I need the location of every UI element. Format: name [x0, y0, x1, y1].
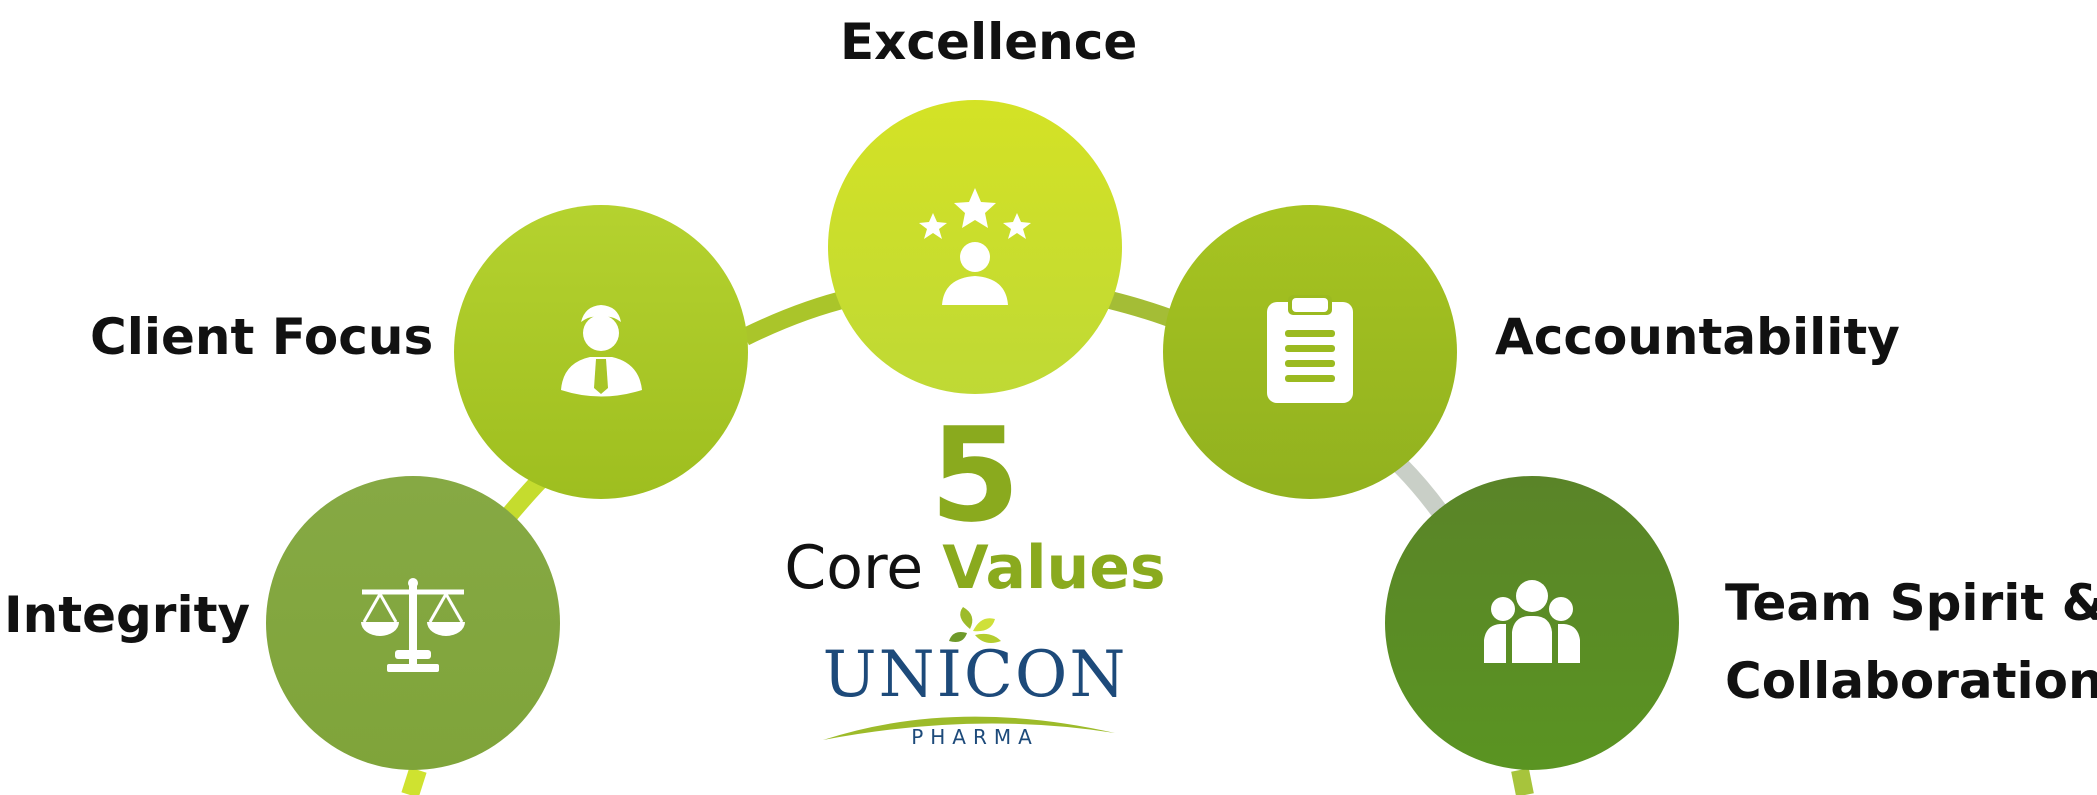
group-of-people-icon — [1484, 580, 1580, 663]
arc-segment-bottom-left — [401, 767, 427, 795]
arc-segment-upper-left — [741, 289, 853, 346]
team-spirit-label: Team Spirit & Collaboration — [1725, 565, 2097, 720]
accountability-node — [1163, 205, 1457, 499]
person-with-stars-icon — [919, 188, 1031, 305]
client-focus-circle — [454, 205, 748, 499]
clipboard-icon — [1267, 295, 1353, 403]
integrity-label: Integrity — [4, 586, 251, 644]
core-values-title: Core Values — [740, 538, 1210, 598]
unicon-pharma-logo: UNICON PHARMA — [815, 605, 1135, 755]
integrity-node — [266, 476, 560, 770]
accountability-label: Accountability — [1495, 308, 1900, 366]
team-spirit-label-line-2: Collaboration — [1725, 651, 2097, 710]
logo-subtitle: PHARMA — [911, 725, 1039, 749]
scales-of-justice-icon — [361, 578, 465, 672]
excellence-node — [828, 100, 1122, 394]
businessman-icon — [561, 305, 642, 397]
team-spirit-label-line-1: Team Spirit & — [1725, 574, 2097, 632]
core-values-title-word-2: Values — [942, 533, 1166, 603]
core-values-count: 5 — [929, 399, 1021, 551]
arc-segment-right — [1393, 458, 1448, 518]
client-focus-label: Client Focus — [90, 308, 434, 366]
team-spirit-node — [1385, 476, 1679, 770]
logo-name: UNICON — [822, 638, 1128, 712]
arc-segment-bottom-right — [1511, 768, 1534, 795]
leaf-mark-icon — [823, 607, 1115, 740]
client-focus-node — [454, 205, 748, 499]
core-values-title-word-1: Core — [784, 533, 924, 603]
excellence-label: Excellence — [840, 13, 1138, 71]
